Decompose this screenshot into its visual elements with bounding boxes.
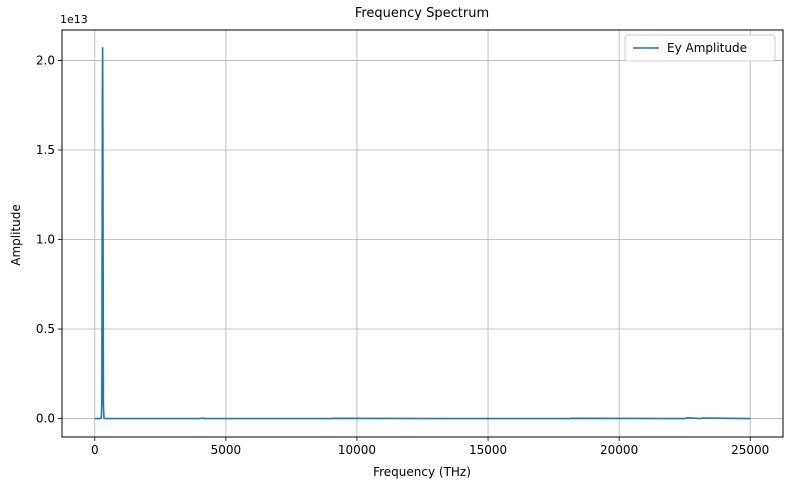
series-group (94, 47, 751, 420)
y-axis-ticks: 0.0 0.5 1.0 1.5 2.0 (36, 53, 62, 426)
y-axis-offset-label: 1e13 (60, 13, 88, 26)
x-tick-label: 10000 (338, 443, 376, 457)
x-axis-ticks: 0 5000 10000 15000 20000 25000 (91, 437, 769, 457)
series-line-0 (94, 47, 751, 420)
y-tick-label: 2.0 (36, 53, 55, 67)
x-tick-label: 0 (91, 443, 99, 457)
grid-lines (62, 30, 783, 437)
x-axis-label: Frequency (THz) (373, 465, 471, 479)
x-tick-label: 5000 (211, 443, 242, 457)
x-tick-label: 20000 (600, 443, 638, 457)
y-tick-label: 0.0 (36, 412, 55, 426)
chart-title: Frequency Spectrum (355, 6, 489, 21)
legend-box (624, 34, 776, 62)
plot-frame (61, 29, 784, 438)
x-tick-label: 15000 (469, 443, 507, 457)
x-tick-label: 25000 (731, 443, 769, 457)
y-tick-label: 0.5 (36, 322, 55, 336)
y-tick-label: 1.0 (36, 232, 55, 246)
legend: Ey Amplitude (624, 34, 776, 62)
legend-label-ey-amplitude: Ey Amplitude (667, 41, 747, 55)
y-axis-label: Amplitude (9, 204, 23, 266)
y-tick-label: 1.5 (36, 143, 55, 157)
